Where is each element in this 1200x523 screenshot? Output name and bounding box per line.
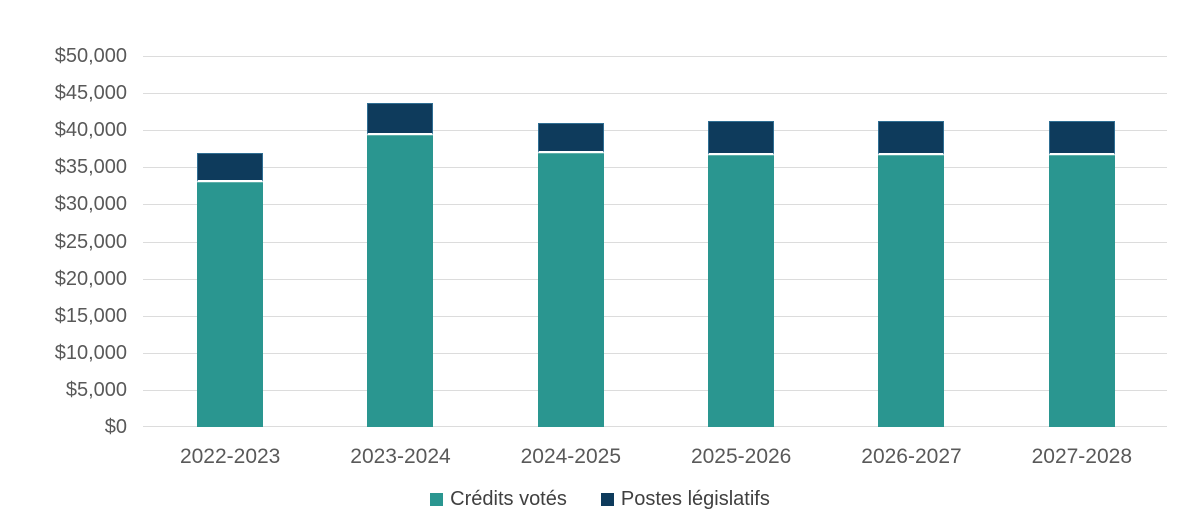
legend-item-postes-legislatifs: Postes législatifs — [600, 487, 770, 511]
gridline — [143, 353, 1167, 354]
legend-label-credits-votes: Crédits votés — [450, 488, 567, 510]
y-axis-tick-label: $15,000 — [54, 305, 127, 327]
y-axis-tick-label: $45,000 — [54, 82, 127, 104]
bar-group-2027-2028 — [997, 56, 1167, 427]
bar-segment-credits-votes — [197, 182, 264, 427]
y-axis-tick-label: $40,000 — [54, 119, 127, 141]
gridline — [143, 390, 1167, 391]
x-axis-category-label: 2023-2024 — [350, 445, 451, 468]
bar-group-2023-2024 — [315, 56, 485, 427]
bar-segment-postes-legislatifs — [708, 121, 775, 156]
gridline — [143, 56, 1167, 57]
legend-swatch-postes-legislatifs-icon — [600, 492, 614, 506]
bar-segment-postes-legislatifs — [367, 102, 434, 136]
x-axis-category-label: 2027-2028 — [1031, 445, 1133, 468]
bar-group-2024-2025 — [486, 56, 656, 427]
gridline — [143, 426, 1167, 427]
x-axis-category-label: 2026-2027 — [861, 445, 962, 468]
y-axis-tick-label: $0 — [104, 416, 127, 438]
y-axis-tick-label: $20,000 — [54, 268, 127, 290]
legend: Crédits votés Postes législatifs — [0, 487, 1200, 511]
bar-group-2022-2023 — [145, 56, 315, 427]
bar-segment-postes-legislatifs — [1048, 121, 1115, 156]
bar-group-2025-2026 — [656, 56, 826, 427]
x-axis: 2022-2023 2023-2024 2024-2025 2025-2026 2026… — [145, 444, 1167, 474]
bar-segment-credits-votes — [708, 155, 775, 427]
bar-segment-credits-votes — [537, 152, 604, 427]
gridline — [143, 167, 1167, 168]
plot-area — [143, 56, 1167, 427]
legend-label-postes-legislatifs: Postes législatifs — [620, 488, 770, 510]
bar-segment-credits-votes — [1048, 155, 1115, 427]
bar-segment-postes-legislatifs — [197, 153, 264, 183]
x-axis-category-label: 2024-2025 — [520, 445, 622, 468]
gridline — [143, 130, 1167, 131]
legend-swatch-credits-votes-icon — [430, 492, 444, 506]
y-axis-tick-label: $5,000 — [65, 379, 127, 401]
y-axis-tick-label: $30,000 — [54, 193, 127, 215]
gridline — [143, 279, 1167, 280]
x-axis-category-label: 2022-2023 — [179, 445, 281, 468]
bar-segment-credits-votes — [367, 135, 434, 427]
bar-segment-postes-legislatifs — [537, 122, 604, 153]
legend-item-credits-votes: Crédits votés — [430, 487, 567, 511]
y-axis-tick-label: $10,000 — [54, 342, 127, 364]
y-axis-tick-label: $35,000 — [54, 156, 127, 178]
bar-segment-postes-legislatifs — [878, 121, 945, 156]
gridline — [143, 316, 1167, 317]
gridline — [143, 242, 1167, 243]
bar-segment-credits-votes — [878, 155, 945, 427]
y-axis: $50,000 $45,000 $40,000 $35,000 $30,000 $25,0… — [0, 45, 127, 438]
y-axis-tick-label: $25,000 — [54, 231, 127, 253]
bar-group-2026-2027 — [826, 56, 996, 427]
gridline — [143, 93, 1167, 94]
x-axis-category-label: 2025-2026 — [690, 445, 792, 468]
gridline — [143, 204, 1167, 205]
y-axis-tick-label: $50,000 — [54, 45, 127, 67]
